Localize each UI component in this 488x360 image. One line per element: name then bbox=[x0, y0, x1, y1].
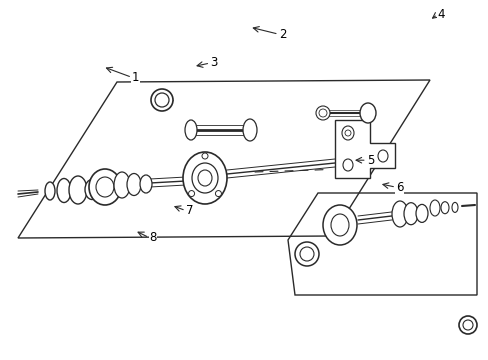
Ellipse shape bbox=[114, 172, 130, 198]
Ellipse shape bbox=[192, 163, 218, 193]
Ellipse shape bbox=[184, 120, 197, 140]
Ellipse shape bbox=[155, 93, 169, 107]
Ellipse shape bbox=[45, 182, 55, 200]
Ellipse shape bbox=[359, 103, 375, 123]
Ellipse shape bbox=[299, 247, 313, 261]
Polygon shape bbox=[334, 120, 394, 178]
Ellipse shape bbox=[198, 170, 212, 186]
Ellipse shape bbox=[458, 316, 476, 334]
Ellipse shape bbox=[294, 242, 318, 266]
Ellipse shape bbox=[451, 202, 457, 212]
Ellipse shape bbox=[403, 203, 417, 225]
Text: 1: 1 bbox=[132, 71, 139, 84]
Ellipse shape bbox=[377, 150, 387, 162]
Ellipse shape bbox=[188, 190, 194, 197]
Ellipse shape bbox=[440, 202, 448, 214]
Ellipse shape bbox=[202, 153, 207, 159]
Ellipse shape bbox=[318, 109, 326, 117]
Text: 2: 2 bbox=[278, 28, 285, 41]
Ellipse shape bbox=[462, 320, 472, 330]
Text: 7: 7 bbox=[185, 204, 193, 217]
Text: 6: 6 bbox=[395, 181, 403, 194]
Ellipse shape bbox=[415, 204, 427, 222]
Ellipse shape bbox=[342, 159, 352, 171]
Ellipse shape bbox=[85, 180, 99, 199]
Ellipse shape bbox=[429, 200, 439, 216]
Ellipse shape bbox=[69, 176, 87, 204]
Ellipse shape bbox=[315, 106, 329, 120]
Ellipse shape bbox=[57, 179, 71, 202]
Ellipse shape bbox=[140, 175, 152, 193]
Text: 4: 4 bbox=[437, 8, 444, 21]
Text: 5: 5 bbox=[366, 154, 373, 167]
Ellipse shape bbox=[151, 89, 173, 111]
Ellipse shape bbox=[215, 190, 221, 197]
Ellipse shape bbox=[183, 152, 226, 204]
Text: 3: 3 bbox=[210, 57, 217, 69]
Ellipse shape bbox=[243, 119, 257, 141]
Ellipse shape bbox=[96, 177, 114, 197]
Ellipse shape bbox=[391, 201, 407, 227]
Ellipse shape bbox=[323, 205, 356, 245]
Ellipse shape bbox=[345, 130, 350, 136]
Ellipse shape bbox=[341, 126, 353, 140]
Ellipse shape bbox=[330, 214, 348, 236]
Ellipse shape bbox=[127, 174, 141, 195]
Text: 8: 8 bbox=[149, 231, 156, 244]
Ellipse shape bbox=[89, 169, 121, 205]
